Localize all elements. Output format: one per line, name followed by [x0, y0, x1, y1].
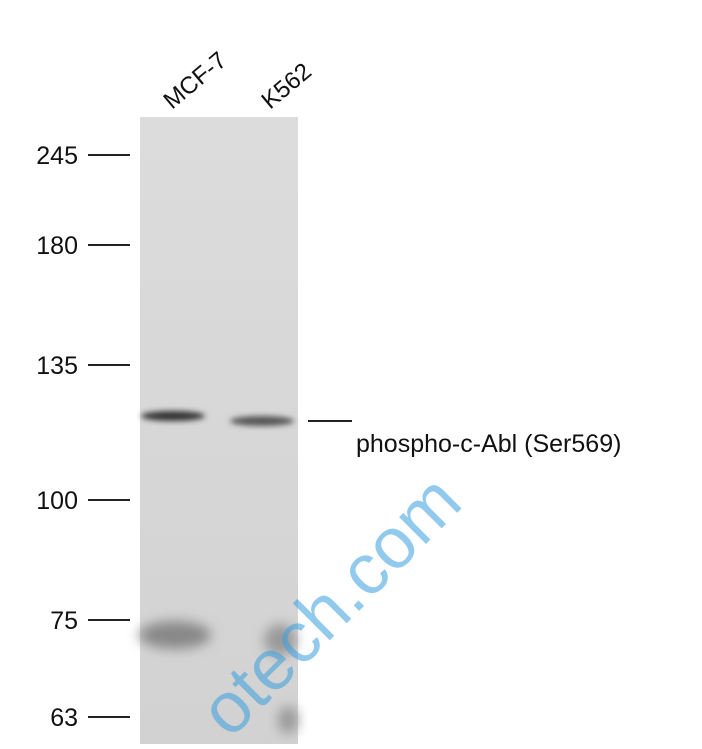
- marker-label: 135: [36, 352, 78, 380]
- band-label: phospho-c-Abl (Ser569): [356, 430, 621, 458]
- band: [141, 411, 205, 421]
- bands: [139, 411, 298, 734]
- marker-label: 180: [36, 232, 78, 260]
- marker-label: 63: [50, 704, 78, 732]
- band: [230, 416, 294, 426]
- band: [278, 706, 298, 734]
- marker-label: 75: [50, 607, 78, 635]
- band: [264, 624, 296, 656]
- marker-label: 245: [36, 142, 78, 170]
- band: [139, 621, 211, 649]
- marker-label: 100: [36, 487, 78, 515]
- marker-labels: 245 180 135 100 75 63: [36, 142, 78, 732]
- marker-ticks: [88, 154, 352, 718]
